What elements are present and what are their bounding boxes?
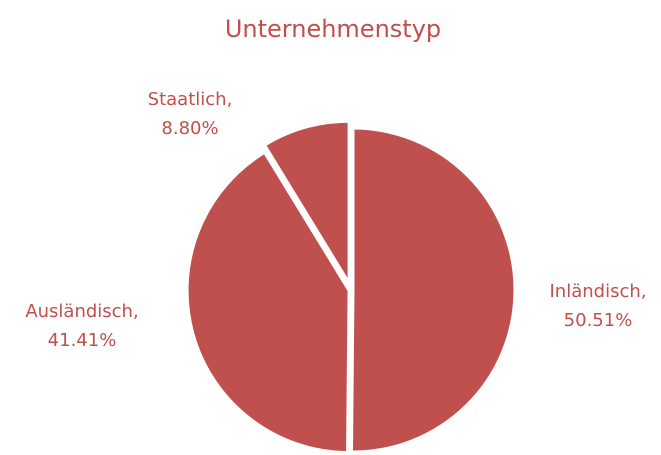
pie-slice: [262, 119, 351, 289]
chart-title: Unternehmenstyp: [225, 15, 441, 43]
pie-slice: [349, 126, 517, 454]
slice-value: 41.41%: [48, 330, 117, 351]
slice-value: 50.51%: [564, 310, 633, 331]
slice-label: Inländisch, 50.51%: [550, 281, 647, 331]
slice-label: Ausländisch, 41.41%: [25, 301, 138, 351]
slice-category: Ausländisch,: [25, 301, 138, 322]
slice-category: Staatlich,: [148, 89, 233, 110]
slice-label: Staatlich, 8.80%: [148, 89, 233, 139]
pie-slice: [185, 150, 351, 455]
slice-value: 8.80%: [161, 118, 218, 139]
slice-category: Inländisch,: [550, 281, 647, 302]
